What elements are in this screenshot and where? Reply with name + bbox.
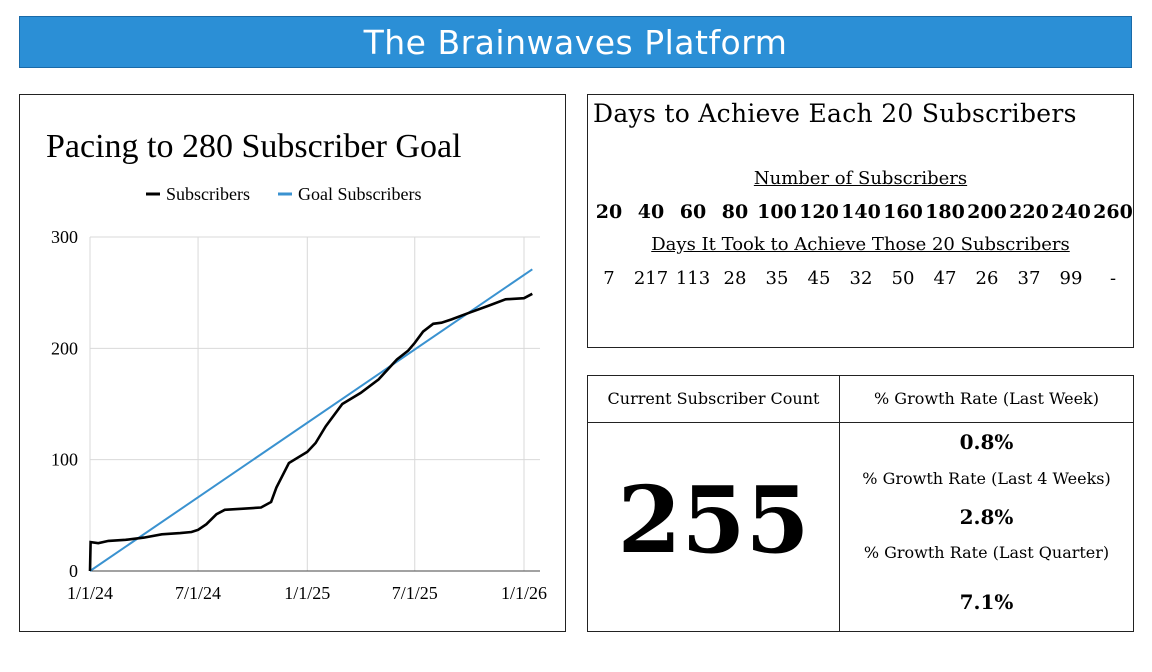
subscribers-heading: Number of Subscribers <box>753 168 968 189</box>
goal-line <box>89 268 533 572</box>
y-tick-label: 0 <box>69 561 78 581</box>
days-value: 45 <box>807 268 831 289</box>
x-tick-label: 1/1/24 <box>67 583 113 603</box>
y-tick-label: 300 <box>51 227 78 247</box>
milestone-value: 100 <box>757 201 797 223</box>
milestone-value: 40 <box>637 201 665 223</box>
days-value: 113 <box>675 268 711 289</box>
milestone-value: 220 <box>1009 201 1049 223</box>
days-value: 37 <box>1017 268 1041 289</box>
days-row: 7 217 113 28 35 45 32 50 47 26 37 99 - <box>588 268 1133 294</box>
chart-title: Pacing to 280 Subscriber Goal <box>46 128 462 165</box>
milestone-value: 140 <box>841 201 881 223</box>
x-tick-label: 1/1/26 <box>501 583 547 603</box>
x-tick-label: 7/1/25 <box>392 583 438 603</box>
current-count-value: 255 <box>617 466 810 574</box>
milestone-value: 160 <box>883 201 923 223</box>
page-title: The Brainwaves Platform <box>363 23 788 62</box>
days-value: - <box>1109 268 1117 289</box>
current-count-label: Current Subscriber Count <box>607 389 820 408</box>
x-tick-label: 7/1/24 <box>175 583 221 603</box>
growth-4weeks-value: 2.8% <box>959 505 1014 529</box>
milestone-value: 260 <box>1093 201 1133 223</box>
growth-4weeks-label: % Growth Rate (Last 4 Weeks) <box>862 469 1111 488</box>
milestone-value: 240 <box>1051 201 1091 223</box>
y-axis-ticks: 0 100 200 300 <box>51 227 78 581</box>
header-banner: The Brainwaves Platform <box>19 16 1132 68</box>
subscriber-chart: Pacing to 280 Subscriber Goal Subscriber… <box>46 128 547 603</box>
days-value: 35 <box>765 268 789 289</box>
y-tick-label: 200 <box>51 338 78 358</box>
days-panel-title: Days to Achieve Each 20 Subscribers <box>593 99 1077 128</box>
milestone-value: 80 <box>721 201 749 223</box>
days-to-achieve-panel: Days to Achieve Each 20 Subscribers Numb… <box>587 94 1134 348</box>
milestone-value: 60 <box>679 201 707 223</box>
growth-week-value: 0.8% <box>959 430 1014 454</box>
chart-panel: Pacing to 280 Subscriber Goal Subscriber… <box>19 94 566 632</box>
chart-legend: Subscribers Goal Subscribers <box>146 184 421 204</box>
x-axis-ticks: 1/1/24 7/1/24 1/1/25 7/1/25 1/1/26 <box>67 583 547 603</box>
growth-quarter-value: 7.1% <box>959 590 1014 614</box>
days-value: 217 <box>633 268 669 289</box>
days-value: 50 <box>891 268 915 289</box>
days-value: 32 <box>849 268 873 289</box>
chart-grid <box>89 236 540 572</box>
days-value: 99 <box>1059 268 1083 289</box>
days-value: 28 <box>723 268 747 289</box>
legend-label-goal: Goal Subscribers <box>298 184 421 204</box>
chart-series <box>88 268 533 572</box>
milestone-value: 180 <box>925 201 965 223</box>
x-tick-label: 1/1/25 <box>284 583 330 603</box>
subscribers-line <box>88 292 533 572</box>
legend-label-subscribers: Subscribers <box>166 184 250 204</box>
days-value: 47 <box>933 268 957 289</box>
stats-header-divider <box>588 422 1133 423</box>
stats-panel: Current Subscriber Count 255 % Growth Ra… <box>587 375 1134 632</box>
growth-week-label: % Growth Rate (Last Week) <box>874 389 1099 408</box>
days-value: 7 <box>603 268 615 289</box>
growth-quarter-label: % Growth Rate (Last Quarter) <box>863 543 1110 562</box>
milestones-row: 20 40 60 80 100 120 140 160 180 200 220 240 260 <box>588 201 1133 227</box>
stats-divider <box>839 376 840 631</box>
days-value: 26 <box>975 268 999 289</box>
milestone-value: 120 <box>799 201 839 223</box>
y-tick-label: 100 <box>51 450 78 470</box>
milestone-value: 200 <box>967 201 1007 223</box>
milestone-value: 20 <box>595 201 623 223</box>
days-heading: Days It Took to Achieve Those 20 Subscri… <box>651 234 1070 255</box>
